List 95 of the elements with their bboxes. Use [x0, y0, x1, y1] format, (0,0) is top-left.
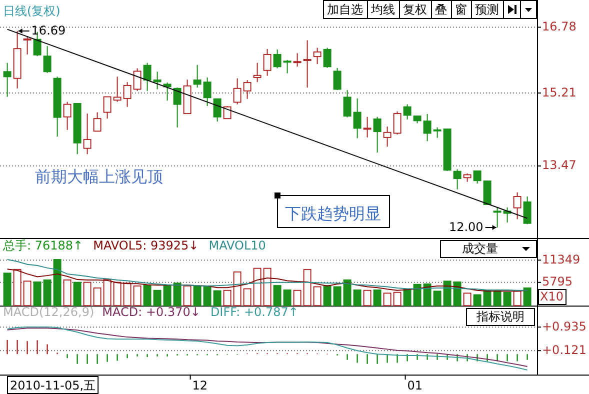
bar: [53, 259, 62, 306]
bar: [73, 282, 82, 306]
bar: [103, 279, 112, 306]
bar: [133, 285, 142, 306]
annotation: 叠: [435, 2, 447, 16]
candlestick: [353, 98, 362, 139]
annotation: 12.00: [448, 220, 484, 234]
bar: [403, 289, 412, 306]
bar: [273, 285, 282, 306]
candlestick: [3, 62, 12, 98]
bar: [453, 281, 462, 306]
candlestick: [383, 126, 392, 148]
candlestick: [363, 116, 372, 138]
bar: [473, 294, 482, 306]
bar: [513, 290, 522, 306]
candlestick: [13, 30, 22, 89]
candlestick: [193, 64, 202, 88]
bar: [323, 285, 332, 306]
bar: [483, 290, 492, 306]
y-tick-label: 13.47: [542, 158, 576, 172]
bar: [493, 290, 502, 306]
bar: [13, 269, 22, 306]
text: 12: [192, 378, 208, 392]
bar: [233, 271, 242, 306]
bar: [463, 292, 472, 306]
bar: [423, 283, 432, 306]
bar: [63, 279, 72, 306]
text: 01: [407, 378, 423, 392]
annotation: 16.69: [31, 23, 66, 38]
annotation: 加自选: [327, 2, 363, 16]
bar: [173, 282, 182, 306]
y-tick-label: 16.78: [542, 20, 576, 34]
y-tick-label: 11349: [542, 252, 580, 266]
annotation: 下跌趋势明显: [285, 204, 381, 223]
annotation: 均线: [370, 2, 395, 16]
bar: [503, 292, 512, 306]
annotation: 成交量: [462, 241, 498, 256]
annotation: 前期大幅上涨见顶: [35, 167, 163, 186]
y-tick-label: 5795: [542, 274, 573, 289]
bar: [203, 285, 212, 306]
y-tick-label: 15.21: [542, 85, 576, 100]
bar: [433, 290, 442, 306]
bar: [123, 282, 132, 306]
bar: [113, 282, 122, 306]
line-series: [6, 259, 528, 291]
bar: [223, 290, 232, 306]
chart-title: 日线(复权): [3, 4, 60, 18]
bar: [33, 281, 42, 306]
annotation: 指标说明: [476, 309, 524, 324]
bar: [93, 287, 102, 306]
bar: [3, 272, 12, 306]
bar: [303, 269, 312, 306]
candlestick: [303, 40, 312, 88]
bar: [313, 286, 322, 306]
bar: [413, 284, 422, 306]
bar: [383, 292, 392, 306]
text: MAVOL10: [208, 238, 266, 253]
bar: [143, 284, 152, 306]
bar: [373, 289, 382, 306]
bar: [83, 282, 92, 306]
text: 2010-11-05,五: [10, 378, 96, 392]
bar: [193, 285, 202, 306]
candlestick: [123, 82, 132, 108]
bar: [243, 288, 252, 306]
bar: [263, 268, 272, 306]
bar: [43, 279, 52, 306]
y-tick-label: +0.121: [542, 342, 586, 357]
legend-title: MACD(12,26,9): [3, 305, 94, 319]
annotation: 复权: [403, 2, 427, 16]
bar: [393, 292, 402, 306]
bar: [363, 290, 372, 306]
bar: [333, 286, 342, 306]
y-tick-label: +0.935: [542, 319, 586, 334]
bar: [253, 268, 262, 306]
series-label: 总手: 76188↑: [2, 238, 84, 253]
bar: [283, 289, 292, 306]
candlestick: [233, 78, 242, 105]
text: MAVOL5: 93925↓: [93, 238, 199, 253]
candlestick: [423, 113, 432, 142]
series-label: MACD: +0.370↓: [102, 305, 200, 319]
bar: [163, 285, 172, 306]
bar: [153, 290, 162, 306]
annotation: 预测: [475, 2, 499, 16]
candlestick: [263, 48, 272, 76]
series-label: DIFF: +0.787↑: [210, 305, 298, 319]
bar: [23, 280, 32, 306]
annotation: 窗: [455, 2, 467, 16]
bar: [353, 289, 362, 306]
bar: [523, 287, 532, 306]
text: X10: [540, 289, 564, 304]
bar: [183, 285, 192, 306]
bar: [293, 290, 302, 306]
bar: [443, 280, 452, 306]
bar: [343, 279, 352, 306]
bar: [213, 290, 222, 306]
